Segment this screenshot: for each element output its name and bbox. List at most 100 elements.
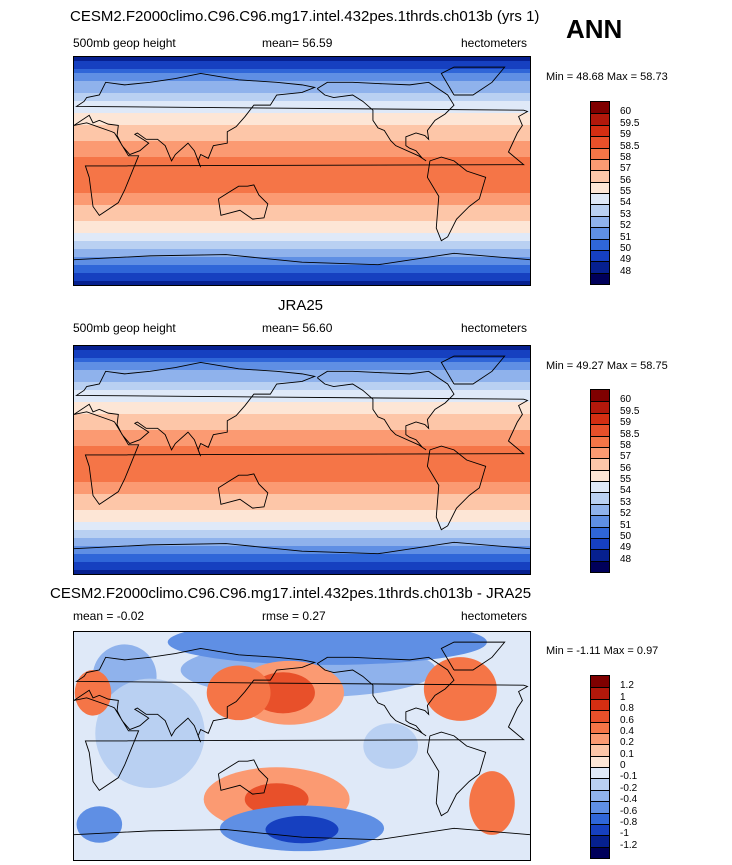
heat-band	[74, 193, 530, 198]
heat-band	[74, 530, 530, 535]
colorbar-tick-label: 51	[620, 231, 632, 243]
heat-band	[74, 181, 530, 186]
heat-band	[74, 133, 530, 138]
colorbar-cell	[591, 492, 609, 504]
heat-band	[74, 229, 530, 234]
colorbar-tick-label: 0.2	[620, 737, 634, 749]
panel2-units: hectometers	[461, 321, 528, 335]
colorbar-cell	[591, 560, 609, 572]
colorbar-tick-label: 54	[620, 197, 632, 209]
heat-band	[74, 362, 530, 367]
heat-band	[74, 261, 530, 266]
colorbar-cell	[591, 515, 609, 527]
heat-band	[74, 350, 530, 355]
colorbar-tick-label: 53	[620, 496, 632, 508]
coastline	[74, 362, 529, 505]
colorbar-cell	[591, 721, 609, 733]
colorbar-tick-label: 53	[620, 208, 632, 220]
coastline	[217, 759, 269, 795]
coastline	[440, 66, 506, 96]
panel1-minmax: Min = 48.68 Max = 58.73	[546, 71, 668, 83]
panel2-title: JRA25	[278, 297, 324, 314]
colorbar-tick-label: -0.6	[620, 805, 638, 817]
colorbar-cell	[591, 435, 609, 447]
colorbar-tick-label: 58.5	[620, 428, 640, 440]
heat-band	[74, 426, 530, 431]
panel3-mean: mean = -0.02	[73, 609, 145, 623]
heat-band	[74, 430, 530, 435]
colorbar-tick-label: 58.5	[620, 140, 640, 152]
colorbar-cell	[591, 272, 609, 284]
colorbar-tick-label: 0.4	[620, 725, 634, 737]
colorbar-tick-label: 58	[620, 439, 632, 451]
anomaly-blob	[167, 632, 487, 665]
colorbar-cell	[591, 549, 609, 561]
anomaly-blob	[265, 815, 339, 844]
colorbar-tick-label: 55	[620, 186, 632, 197]
heat-band	[74, 57, 530, 62]
colorbar-cell	[591, 526, 609, 538]
coastline	[316, 656, 455, 737]
map-svg	[74, 346, 530, 574]
colorbar-tick-label: 52	[620, 220, 632, 232]
heat-band	[74, 245, 530, 250]
anomaly-blob	[423, 657, 497, 721]
colorbar-tick-label: 51	[620, 519, 632, 531]
colorbar-cell	[591, 823, 609, 836]
heat-band	[74, 257, 530, 262]
heat-band	[74, 474, 530, 479]
heat-band	[74, 538, 530, 543]
map-svg	[74, 57, 530, 285]
heat-band	[74, 466, 530, 471]
colorbar-tick-label: -0.4	[620, 794, 638, 806]
heat-band	[74, 522, 530, 527]
heat-band	[74, 201, 530, 206]
colorbar-cell	[591, 801, 609, 813]
heat-band	[74, 394, 530, 399]
colorbar-tick-label: 59.5	[620, 117, 640, 129]
colorbar-cell	[591, 503, 609, 516]
heat-band	[74, 414, 530, 419]
heat-band	[74, 482, 530, 487]
colorbar-cell	[591, 227, 609, 239]
panel2-colorbar	[590, 389, 610, 573]
colorbar-cell	[591, 744, 609, 756]
heat-band	[74, 249, 530, 254]
heat-band	[74, 558, 530, 563]
heat-band	[74, 526, 530, 531]
heat-band	[74, 566, 530, 571]
heat-band	[74, 570, 530, 574]
colorbar-cell	[591, 812, 609, 824]
colorbar-tick-label: -0.2	[620, 782, 638, 794]
colorbar-cell	[591, 481, 609, 493]
heat-band	[74, 149, 530, 154]
colorbar-tick-label: 59.5	[620, 405, 640, 417]
heat-band	[74, 450, 530, 455]
heat-band	[74, 117, 530, 122]
coastline	[74, 252, 530, 266]
colorbar-tick-label: 60	[620, 106, 632, 118]
colorbar-tick-label: 0.8	[620, 703, 634, 715]
heat-band	[74, 390, 530, 395]
colorbar-tick-label: 1.2	[620, 680, 634, 692]
heat-band	[74, 546, 530, 551]
heat-band	[74, 438, 530, 443]
heat-band	[74, 562, 530, 567]
heat-band	[74, 434, 530, 439]
colorbar-cell	[591, 835, 609, 847]
coastline	[74, 827, 530, 841]
colorbar-cell	[591, 537, 609, 550]
colorbar-cell	[591, 710, 609, 722]
colorbar-tick-label: 0	[620, 760, 626, 771]
heat-band	[74, 502, 530, 507]
heat-band	[74, 93, 530, 98]
heat-band	[74, 490, 530, 495]
panel1-colorbar	[590, 101, 610, 285]
colorbar-cell	[591, 767, 609, 779]
colorbar-cell	[591, 687, 609, 699]
heat-band	[74, 354, 530, 359]
heat-band	[74, 281, 530, 285]
heat-band	[74, 446, 530, 451]
panel2-map	[73, 345, 531, 575]
colorbar-cell	[591, 789, 609, 802]
